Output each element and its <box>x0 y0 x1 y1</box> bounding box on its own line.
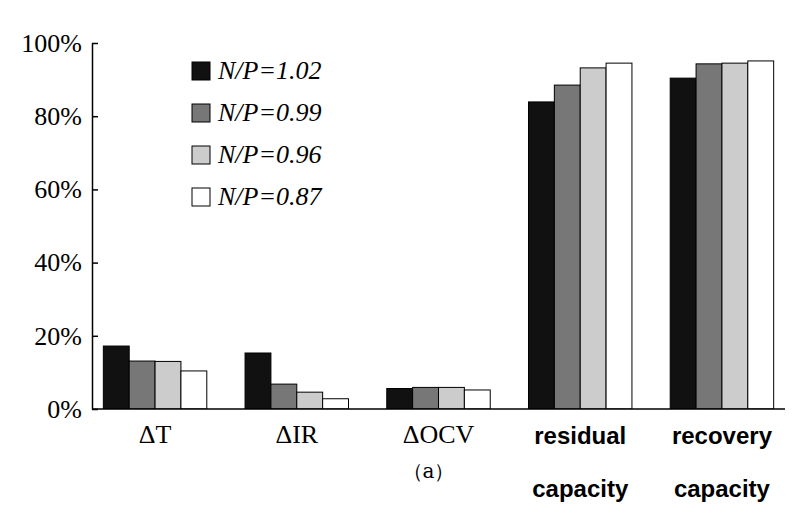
plot: 0% 20% 40% 60% 80% 100% ΔT ΔIR ΔOCV residual capac… <box>21 29 785 502</box>
legend-label: N/P=0.87 <box>217 182 322 211</box>
x-tick: ΔT <box>139 409 172 449</box>
y-tick: 0% <box>47 395 98 424</box>
x-tick-label-line: recovery <box>672 422 773 449</box>
bar <box>297 392 323 409</box>
legend-item: N/P=0.87 <box>192 182 322 211</box>
bar <box>670 78 696 409</box>
x-tick-label: ΔIR <box>275 420 318 449</box>
y-tick-mark <box>92 189 98 191</box>
y-tick-label: 80% <box>34 102 82 131</box>
y-tick-label: 0% <box>47 395 82 424</box>
bar <box>181 371 207 409</box>
bar <box>580 68 606 409</box>
x-tick: ΔOCV <box>403 409 475 449</box>
y-tick: 60% <box>34 175 98 204</box>
bar <box>439 387 465 409</box>
legend-item: N/P=0.99 <box>192 98 322 127</box>
bar <box>387 389 413 409</box>
legend-item: N/P=1.02 <box>192 56 322 85</box>
bar <box>103 346 129 409</box>
x-tick-label-line: capacity <box>532 475 629 502</box>
legend: N/P=1.02 N/P=0.99 N/P=0.96 N/P=0.87 <box>192 56 322 211</box>
x-tick: recovery capacity <box>672 409 773 502</box>
legend-label: N/P=0.99 <box>217 98 322 127</box>
legend-swatch <box>192 146 210 164</box>
y-tick-label: 20% <box>34 322 82 351</box>
bar <box>129 361 155 409</box>
legend-swatch <box>192 62 210 80</box>
bar <box>155 361 181 409</box>
x-tick: residual capacity <box>532 409 629 502</box>
y-tick-label: 40% <box>34 248 82 277</box>
x-tick: ΔIR <box>275 409 318 449</box>
y-tick: 20% <box>34 322 98 351</box>
bars <box>103 61 773 409</box>
bar <box>748 61 774 409</box>
y-tick-mark <box>92 116 98 118</box>
x-tick-label: residual capacity <box>532 422 629 502</box>
x-tick-label-line: residual <box>534 422 626 449</box>
bar <box>554 85 580 409</box>
bar <box>606 63 632 409</box>
y-tick-mark <box>92 43 98 45</box>
y-tick-mark <box>92 262 98 264</box>
legend-item: N/P=0.96 <box>192 140 322 169</box>
x-axis-line <box>92 408 785 410</box>
x-tick-label: recovery capacity <box>672 422 773 502</box>
x-tick-label-line: capacity <box>674 475 771 502</box>
x-tick-label: ΔT <box>139 420 172 449</box>
y-tick: 100% <box>21 29 98 58</box>
legend-swatch <box>192 104 210 122</box>
chart: 0% 20% 40% 60% 80% 100% ΔT ΔIR ΔOCV residual capac… <box>0 0 800 522</box>
x-tick-label: ΔOCV <box>403 420 475 449</box>
y-axis-line <box>92 44 94 410</box>
bar <box>413 387 439 409</box>
bar <box>722 63 748 409</box>
y-tick-label: 100% <box>21 29 82 58</box>
x-axis: ΔT ΔIR ΔOCV residual capacity recovery capacit… <box>92 409 785 502</box>
y-tick-label: 60% <box>34 175 82 204</box>
caption: （a） <box>403 459 455 483</box>
bar <box>528 102 554 409</box>
y-tick-mark <box>92 336 98 338</box>
bar <box>245 353 271 409</box>
legend-label: N/P=1.02 <box>217 56 322 85</box>
y-tick: 80% <box>34 102 98 131</box>
bar <box>271 384 297 409</box>
legend-swatch <box>192 188 210 206</box>
bar <box>464 390 490 409</box>
y-axis: 0% 20% 40% 60% 80% 100% <box>21 29 98 424</box>
y-tick: 40% <box>34 248 98 277</box>
bar <box>323 399 349 409</box>
bar <box>696 64 722 409</box>
legend-label: N/P=0.96 <box>217 140 322 169</box>
